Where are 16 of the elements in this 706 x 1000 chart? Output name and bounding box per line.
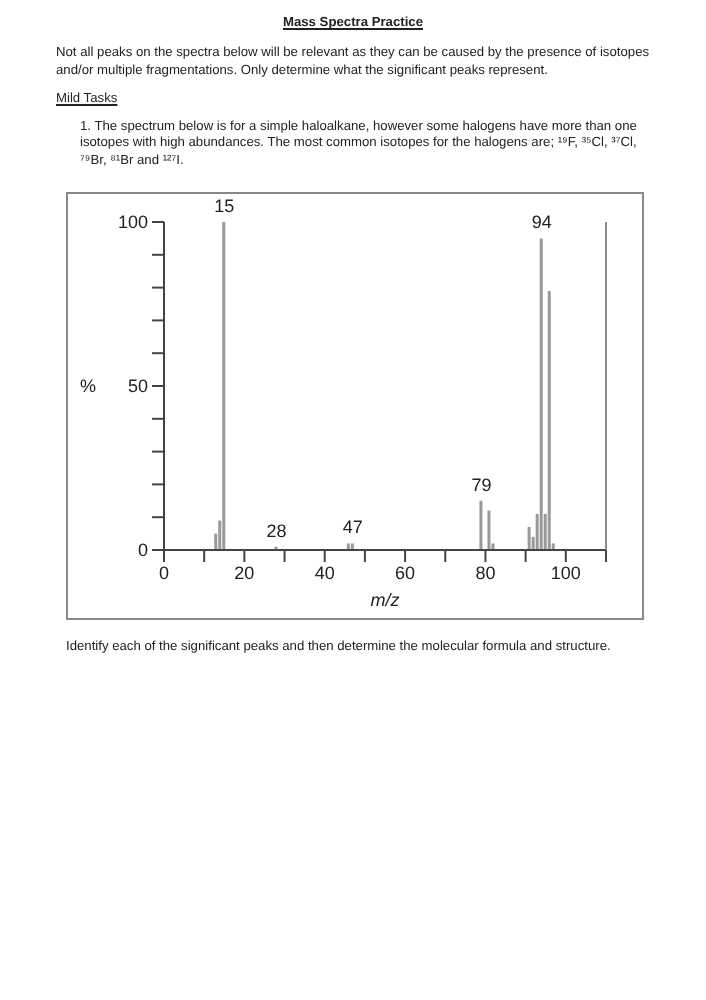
x-tick-label: 20: [234, 563, 255, 584]
x-tick-label: 80: [475, 563, 496, 584]
annotation: 94: [531, 212, 552, 233]
y-tick-label: 0: [137, 540, 148, 561]
x-tick-label: 60: [395, 563, 416, 584]
annotation: 15: [214, 196, 235, 217]
x-tick-label: 0: [158, 563, 170, 584]
x-tick-label: 40: [314, 563, 335, 584]
x-axis-title: m/z: [370, 590, 401, 611]
annotation: 28: [266, 521, 287, 542]
y-axis-title: %: [80, 376, 97, 397]
y-tick-label: 100: [117, 212, 148, 233]
y-tick-label: 50: [127, 376, 148, 397]
annotation: 79: [471, 475, 492, 496]
x-tick-label: 100: [550, 563, 581, 584]
annotation: 47: [342, 517, 363, 538]
